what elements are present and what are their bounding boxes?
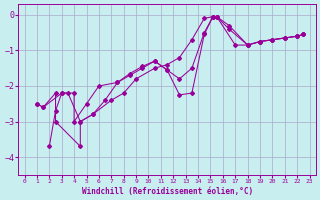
X-axis label: Windchill (Refroidissement éolien,°C): Windchill (Refroidissement éolien,°C) [82,187,253,196]
